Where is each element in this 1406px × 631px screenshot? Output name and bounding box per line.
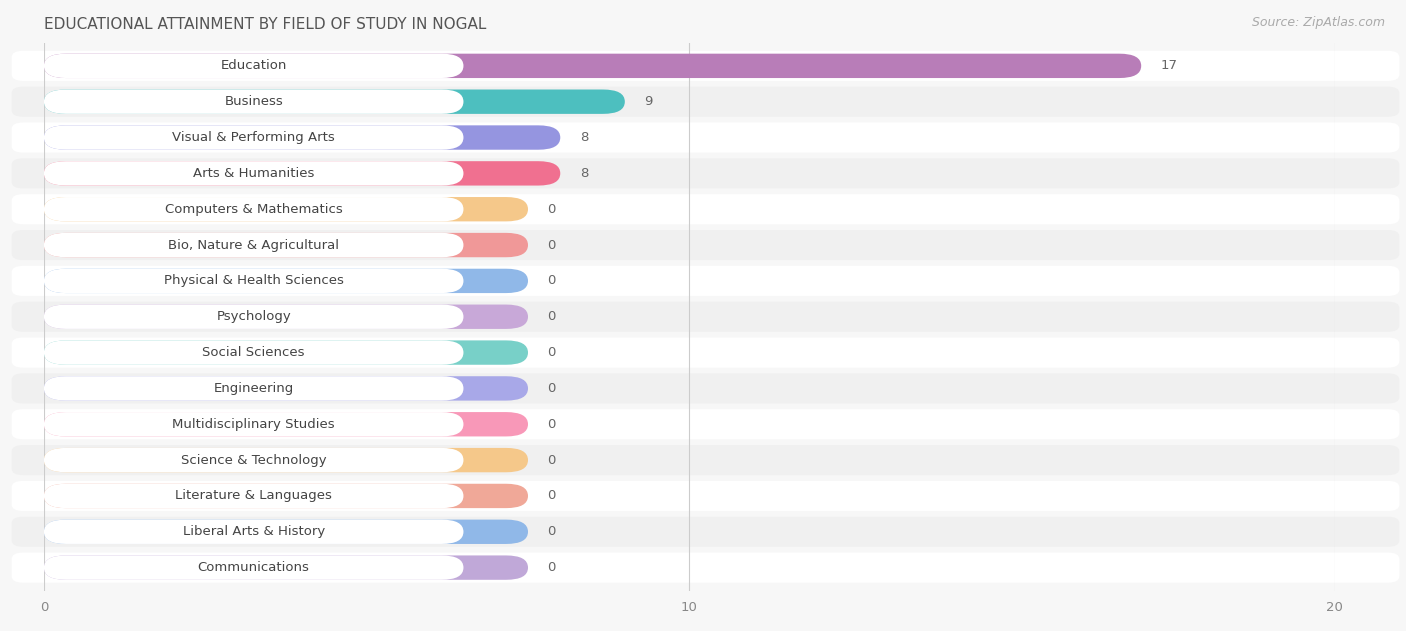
Text: Arts & Humanities: Arts & Humanities xyxy=(193,167,315,180)
FancyBboxPatch shape xyxy=(44,269,529,293)
FancyBboxPatch shape xyxy=(44,54,464,78)
Text: Business: Business xyxy=(225,95,283,108)
FancyBboxPatch shape xyxy=(11,338,1399,368)
FancyBboxPatch shape xyxy=(44,340,529,365)
FancyBboxPatch shape xyxy=(11,122,1399,153)
FancyBboxPatch shape xyxy=(11,230,1399,260)
FancyBboxPatch shape xyxy=(11,445,1399,475)
FancyBboxPatch shape xyxy=(44,555,529,580)
FancyBboxPatch shape xyxy=(44,376,464,401)
FancyBboxPatch shape xyxy=(44,519,464,544)
FancyBboxPatch shape xyxy=(44,197,464,221)
Text: Science & Technology: Science & Technology xyxy=(181,454,326,466)
FancyBboxPatch shape xyxy=(11,158,1399,189)
FancyBboxPatch shape xyxy=(44,305,529,329)
FancyBboxPatch shape xyxy=(11,194,1399,224)
FancyBboxPatch shape xyxy=(44,233,464,257)
FancyBboxPatch shape xyxy=(11,302,1399,332)
Text: 0: 0 xyxy=(547,346,555,359)
FancyBboxPatch shape xyxy=(11,553,1399,582)
FancyBboxPatch shape xyxy=(11,517,1399,547)
FancyBboxPatch shape xyxy=(44,448,464,472)
Text: Computers & Mathematics: Computers & Mathematics xyxy=(165,203,343,216)
Text: Psychology: Psychology xyxy=(217,310,291,323)
FancyBboxPatch shape xyxy=(44,484,529,508)
FancyBboxPatch shape xyxy=(44,484,464,508)
Text: 0: 0 xyxy=(547,490,555,502)
FancyBboxPatch shape xyxy=(44,519,529,544)
FancyBboxPatch shape xyxy=(44,269,464,293)
FancyBboxPatch shape xyxy=(44,90,624,114)
Text: 0: 0 xyxy=(547,454,555,466)
Text: 0: 0 xyxy=(547,239,555,252)
Text: Social Sciences: Social Sciences xyxy=(202,346,305,359)
FancyBboxPatch shape xyxy=(11,374,1399,403)
FancyBboxPatch shape xyxy=(44,412,529,437)
FancyBboxPatch shape xyxy=(11,481,1399,511)
Text: Source: ZipAtlas.com: Source: ZipAtlas.com xyxy=(1251,16,1385,29)
Text: 0: 0 xyxy=(547,310,555,323)
Text: 0: 0 xyxy=(547,418,555,431)
Text: 0: 0 xyxy=(547,561,555,574)
Text: Education: Education xyxy=(221,59,287,73)
FancyBboxPatch shape xyxy=(44,412,464,437)
Text: Multidisciplinary Studies: Multidisciplinary Studies xyxy=(173,418,335,431)
FancyBboxPatch shape xyxy=(44,197,529,221)
FancyBboxPatch shape xyxy=(11,266,1399,296)
Text: EDUCATIONAL ATTAINMENT BY FIELD OF STUDY IN NOGAL: EDUCATIONAL ATTAINMENT BY FIELD OF STUDY… xyxy=(44,16,486,32)
Text: 9: 9 xyxy=(644,95,652,108)
Text: Visual & Performing Arts: Visual & Performing Arts xyxy=(173,131,335,144)
FancyBboxPatch shape xyxy=(44,340,464,365)
Text: Bio, Nature & Agricultural: Bio, Nature & Agricultural xyxy=(169,239,339,252)
FancyBboxPatch shape xyxy=(11,410,1399,439)
Text: 8: 8 xyxy=(579,167,588,180)
FancyBboxPatch shape xyxy=(44,126,464,150)
Text: 17: 17 xyxy=(1160,59,1178,73)
FancyBboxPatch shape xyxy=(44,376,529,401)
Text: Liberal Arts & History: Liberal Arts & History xyxy=(183,525,325,538)
Text: 0: 0 xyxy=(547,203,555,216)
FancyBboxPatch shape xyxy=(44,126,560,150)
FancyBboxPatch shape xyxy=(44,161,464,186)
FancyBboxPatch shape xyxy=(11,86,1399,117)
FancyBboxPatch shape xyxy=(44,90,464,114)
Text: Engineering: Engineering xyxy=(214,382,294,395)
Text: Communications: Communications xyxy=(198,561,309,574)
FancyBboxPatch shape xyxy=(44,555,464,580)
FancyBboxPatch shape xyxy=(44,233,529,257)
Text: 8: 8 xyxy=(579,131,588,144)
FancyBboxPatch shape xyxy=(44,448,529,472)
Text: 0: 0 xyxy=(547,525,555,538)
FancyBboxPatch shape xyxy=(44,161,560,186)
FancyBboxPatch shape xyxy=(44,305,464,329)
Text: 0: 0 xyxy=(547,274,555,287)
Text: 0: 0 xyxy=(547,382,555,395)
Text: Physical & Health Sciences: Physical & Health Sciences xyxy=(163,274,343,287)
FancyBboxPatch shape xyxy=(44,54,1142,78)
Text: Literature & Languages: Literature & Languages xyxy=(176,490,332,502)
FancyBboxPatch shape xyxy=(11,51,1399,81)
